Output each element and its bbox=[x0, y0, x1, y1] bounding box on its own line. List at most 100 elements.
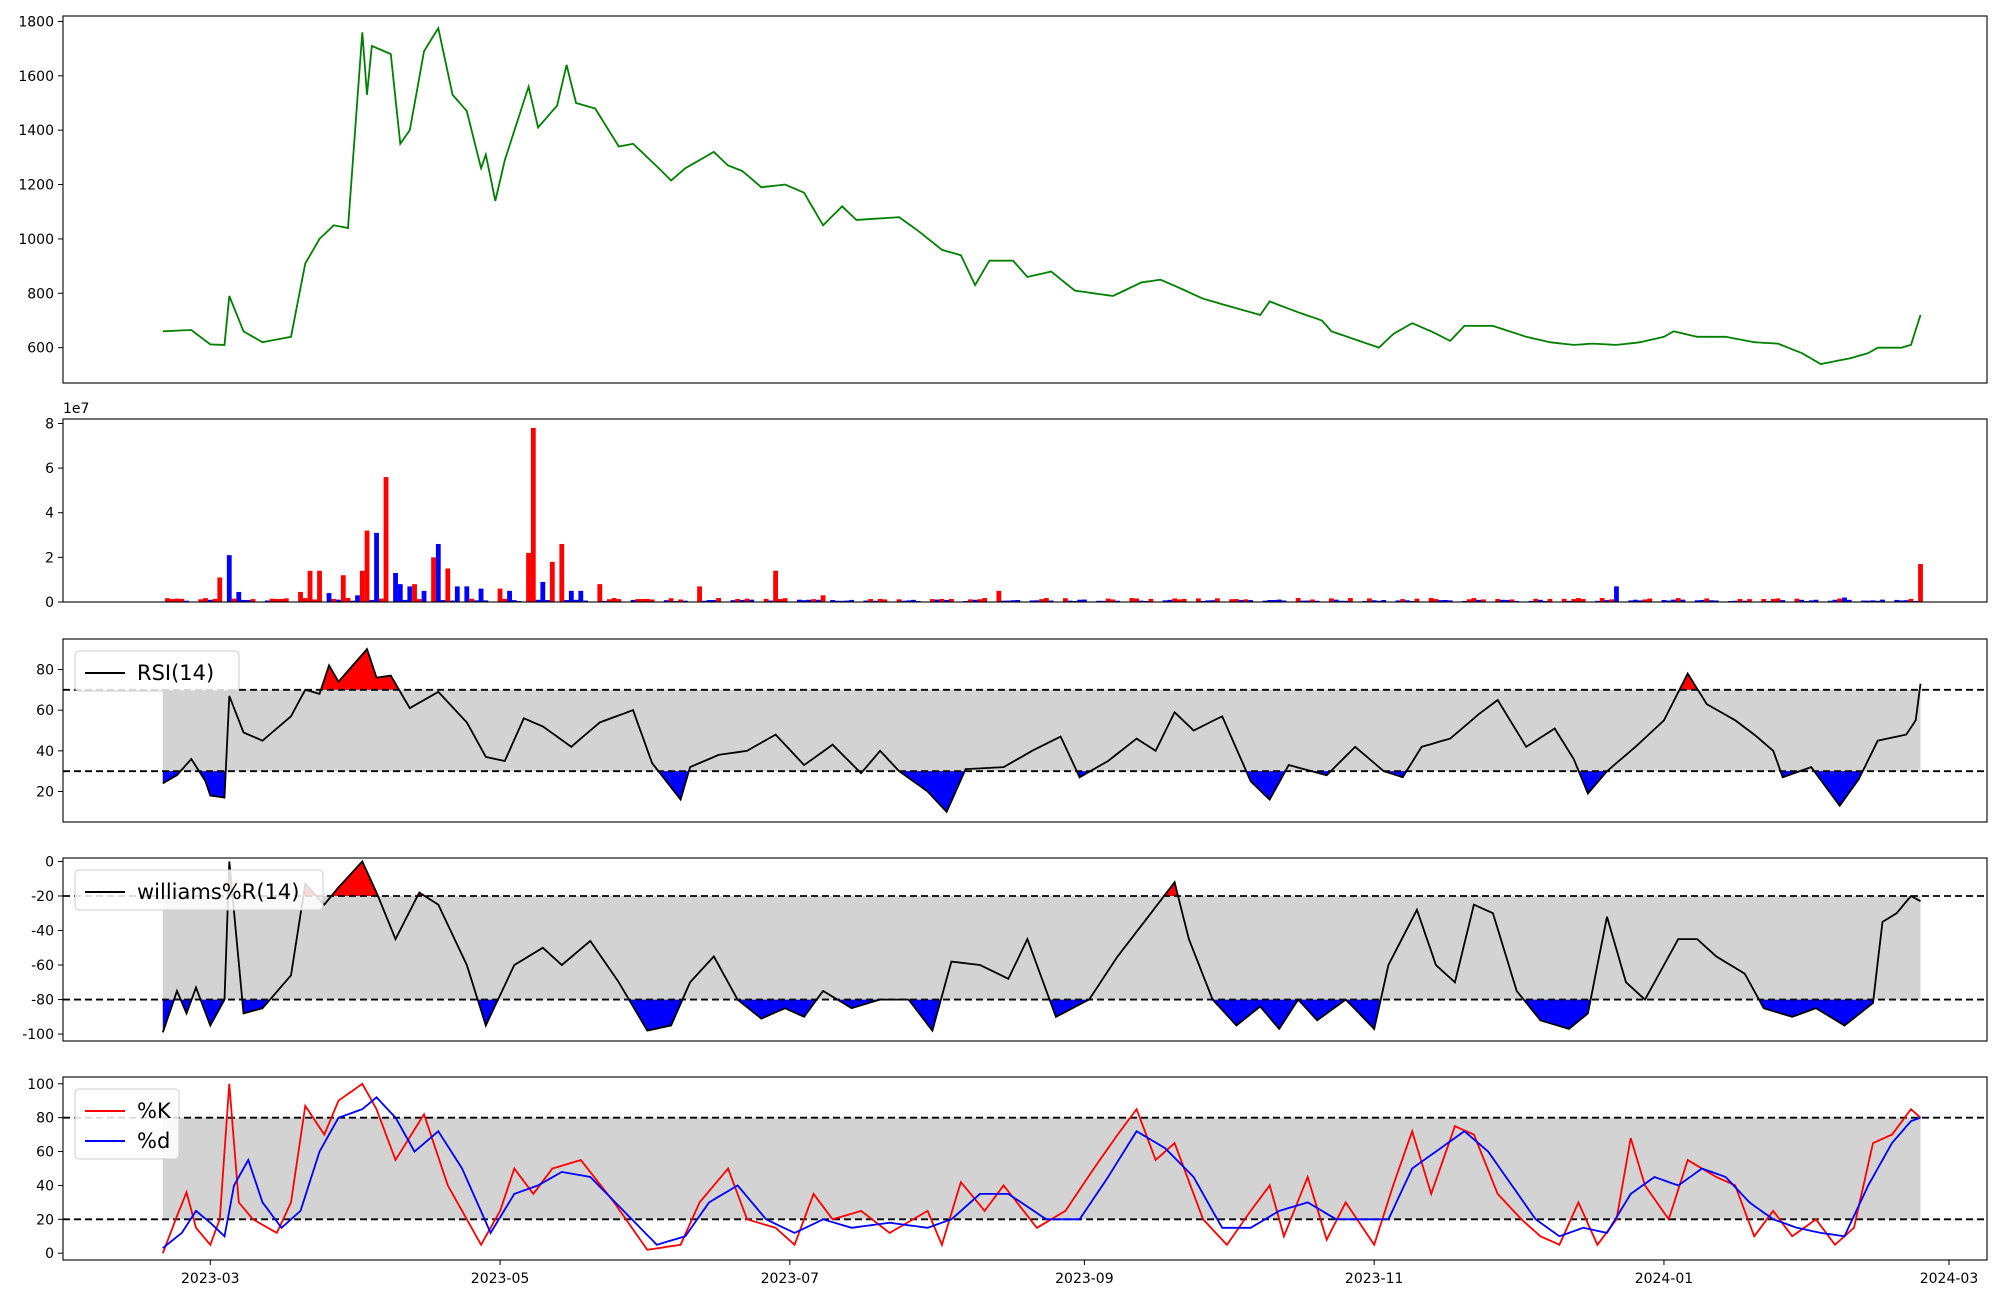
volume-bar bbox=[939, 598, 945, 602]
volume-bar bbox=[1162, 600, 1168, 602]
rsi-oversold-fill bbox=[1246, 771, 1286, 800]
volume-bar bbox=[849, 599, 855, 602]
volume-bar bbox=[1367, 598, 1372, 602]
volume-bar bbox=[972, 599, 978, 602]
volume-bar bbox=[1048, 600, 1054, 602]
price-ytick-label: 1400 bbox=[18, 123, 54, 139]
williams-oversold-fill bbox=[629, 999, 683, 1031]
williams-legend-label: williams%R(14) bbox=[137, 880, 299, 904]
volume-bar bbox=[811, 599, 816, 602]
williams-legend-box bbox=[74, 869, 324, 911]
volume-bar bbox=[269, 598, 275, 602]
volume-bar bbox=[1371, 600, 1377, 602]
volume-bar bbox=[1010, 600, 1016, 602]
volume-bar bbox=[1799, 599, 1805, 602]
volume-bar bbox=[312, 599, 318, 602]
volume-bar bbox=[336, 599, 341, 602]
volume-bar bbox=[1599, 598, 1605, 602]
volume-bar bbox=[473, 600, 479, 602]
volume-bar bbox=[1272, 600, 1277, 602]
volume-bar bbox=[545, 600, 550, 602]
volume-bar bbox=[977, 599, 983, 602]
volume-bar bbox=[640, 598, 645, 602]
rsi-ytick-label: 40 bbox=[36, 744, 54, 760]
volume-ytick-label: 4 bbox=[45, 506, 54, 522]
volume-bar bbox=[507, 590, 512, 602]
volume-bar bbox=[1348, 598, 1353, 602]
volume-bar bbox=[1172, 598, 1178, 602]
volume-ytick-label: 8 bbox=[45, 416, 54, 432]
volume-bar bbox=[454, 586, 460, 602]
volume-bar bbox=[1604, 600, 1610, 602]
volume-bar bbox=[1077, 599, 1083, 602]
volume-bar bbox=[1747, 599, 1752, 602]
stochastic-xtick-label: 2023-09 bbox=[1055, 1271, 1114, 1287]
price-frame bbox=[62, 15, 1988, 384]
volume-bar bbox=[212, 598, 218, 602]
volume-bar bbox=[1628, 600, 1634, 602]
volume-bar bbox=[1595, 600, 1600, 602]
volume-bar bbox=[345, 597, 351, 602]
volume-bar bbox=[1794, 598, 1800, 602]
volume-bar bbox=[326, 593, 332, 602]
volume-bar bbox=[1528, 600, 1534, 602]
williams-ytick-label: -100 bbox=[22, 1027, 54, 1043]
volume-bar bbox=[1262, 600, 1268, 602]
volume-bar bbox=[801, 600, 807, 602]
volume-bar bbox=[711, 599, 717, 602]
volume-ytick-label: 6 bbox=[45, 461, 54, 477]
volume-bar bbox=[1238, 600, 1244, 602]
volume-bar bbox=[1115, 600, 1121, 602]
volume-bar bbox=[796, 599, 802, 602]
volume-bar bbox=[1846, 599, 1852, 602]
volume-bar bbox=[274, 598, 280, 602]
volume-bar bbox=[996, 590, 1002, 602]
volume-bar bbox=[906, 600, 912, 602]
volume-bar bbox=[834, 600, 840, 602]
stochastic-xtick-label: 2023-05 bbox=[471, 1271, 530, 1287]
volume-bar bbox=[1500, 599, 1505, 602]
stochastic-xtick-label: 2024-01 bbox=[1635, 1271, 1694, 1287]
volume-bar bbox=[663, 600, 669, 602]
volume-bar bbox=[1343, 600, 1349, 602]
volume-bar bbox=[682, 600, 688, 602]
volume-bar bbox=[1842, 597, 1847, 602]
volume-bar bbox=[1918, 564, 1923, 602]
volume-bar bbox=[635, 599, 641, 602]
rsi-overbought-fill bbox=[320, 649, 400, 690]
volume-bar bbox=[378, 598, 384, 602]
stochastic-ytick-label: 20 bbox=[36, 1212, 54, 1228]
volume-bar bbox=[1775, 598, 1781, 602]
williams-ytick-label: 0 bbox=[45, 854, 54, 870]
volume-bar bbox=[1243, 599, 1249, 602]
volume-bar bbox=[184, 600, 189, 602]
volume-bar bbox=[1666, 600, 1672, 602]
volume-bar bbox=[1005, 600, 1011, 602]
volume-bar bbox=[245, 600, 251, 602]
volume-bar bbox=[217, 577, 223, 602]
volume-bar bbox=[511, 600, 517, 602]
volume-bar bbox=[896, 599, 902, 602]
williams-oversold-fill bbox=[1758, 999, 1874, 1026]
volume-bar bbox=[982, 598, 988, 602]
volume-bar bbox=[597, 584, 603, 602]
volume-bar bbox=[407, 586, 413, 602]
volume-bar bbox=[568, 590, 574, 602]
volume-bar bbox=[1205, 600, 1211, 602]
volume-bar bbox=[768, 600, 774, 602]
volume-bar bbox=[1737, 598, 1743, 602]
rsi-oversold-fill bbox=[199, 771, 226, 798]
stochastic-ytick-label: 0 bbox=[45, 1246, 54, 1262]
rsi-oversold-fill bbox=[899, 771, 965, 812]
williams-oversold-fill bbox=[1345, 999, 1381, 1029]
volume-bar bbox=[483, 600, 489, 602]
volume-bar bbox=[198, 599, 204, 602]
volume-bar bbox=[1642, 599, 1648, 602]
volume-bar bbox=[1248, 600, 1254, 602]
volume-bar bbox=[564, 600, 569, 602]
volume-bar bbox=[830, 600, 835, 602]
volume-bar bbox=[1295, 598, 1301, 602]
volume-bar bbox=[331, 598, 337, 602]
volume-bar bbox=[606, 599, 612, 602]
volume-bar bbox=[1808, 600, 1814, 602]
